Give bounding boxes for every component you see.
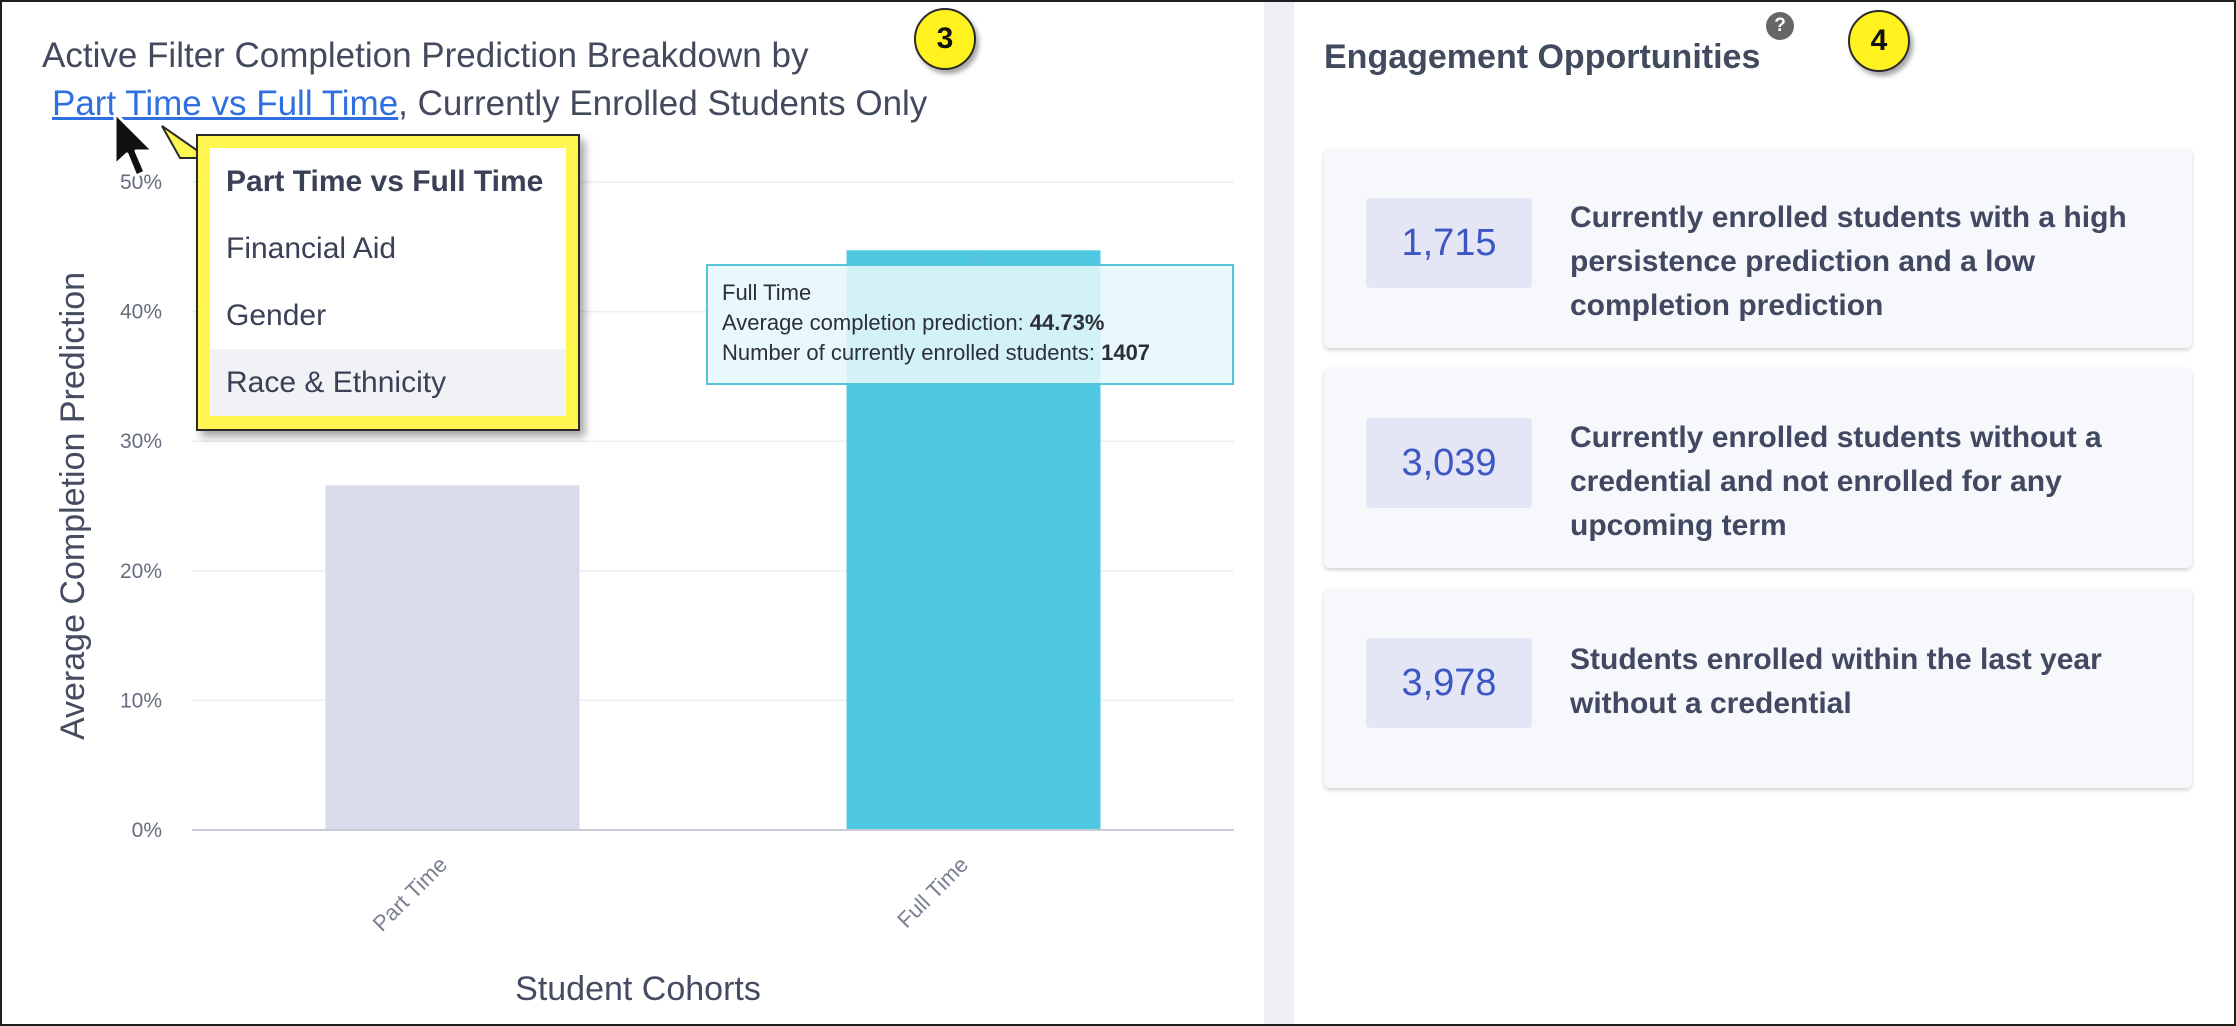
breakdown-dropdown: Part Time vs Full Time Financial Aid Gen… — [196, 134, 580, 431]
completion-breakdown-panel: Active Filter Completion Prediction Brea… — [2, 2, 1264, 1024]
tooltip-arrow — [967, 254, 989, 265]
tooltip-line-prediction: Average completion prediction: 44.73% — [722, 308, 1218, 338]
dropdown-item-race-ethnicity[interactable]: Race & Ethnicity — [210, 349, 566, 416]
tooltip-prediction-label: Average completion prediction: — [722, 310, 1024, 335]
engagement-card[interactable]: 1,715 Currently enrolled students with a… — [1324, 148, 2192, 348]
card-count: 1,715 — [1366, 198, 1532, 288]
engagement-title: Engagement Opportunities — [1324, 38, 1761, 76]
chart-title-line-2: Part Time vs Full Time, Currently Enroll… — [52, 84, 927, 124]
panel-divider — [1264, 2, 1294, 1024]
dropdown-item-part-time-vs-full-time[interactable]: Part Time vs Full Time — [226, 165, 544, 198]
bar-part-time — [325, 485, 580, 830]
mouse-pointer-icon — [113, 111, 155, 178]
y-tick-label: 10% — [120, 689, 162, 712]
tooltip-students-value: 1407 — [1101, 340, 1151, 365]
dropdown-item-financial-aid[interactable]: Financial Aid — [226, 232, 397, 265]
card-count: 3,978 — [1366, 638, 1532, 728]
x-category-label: Part Time — [368, 852, 452, 936]
tooltip-title: Full Time — [722, 280, 812, 305]
dropdown-item-gender[interactable]: Gender — [226, 299, 327, 332]
y-tick-label: 40% — [120, 301, 162, 324]
tooltip-students-label: Number of currently enrolled students: — [722, 340, 1095, 365]
question-mark-icon[interactable]: ? — [1766, 12, 1794, 40]
card-description: Students enrolled within the last year w… — [1570, 643, 2102, 720]
chart-title-suffix: , Currently Enrolled Students Only — [398, 84, 928, 123]
y-tick-label: 0% — [132, 819, 162, 842]
callout-badge-4: 4 — [1848, 10, 1910, 72]
dropdown-menu: Part Time vs Full Time Financial Aid Gen… — [210, 148, 566, 416]
breakdown-filter-link[interactable]: Part Time vs Full Time — [52, 84, 399, 123]
engagement-opportunities-panel: Engagement Opportunities ? 4 1,715 Curre… — [1294, 2, 2234, 1024]
chart-title-line-1: Active Filter Completion Prediction Brea… — [42, 36, 809, 75]
x-axis-title: Student Cohorts — [515, 970, 761, 1008]
x-category-label: Full Time — [892, 852, 973, 933]
engagement-card[interactable]: 3,978 Students enrolled within the last … — [1324, 588, 2192, 788]
card-description: Currently enrolled students without a cr… — [1570, 421, 2102, 542]
y-axis-title: Average Completion Prediction — [54, 272, 92, 740]
bar-tooltip: Full Time Average completion prediction:… — [706, 264, 1234, 385]
card-description: Currently enrolled students with a high … — [1570, 201, 2127, 322]
y-tick-label: 50% — [120, 171, 162, 194]
y-tick-label: 30% — [120, 430, 162, 453]
tooltip-prediction-value: 44.73% — [1029, 310, 1105, 335]
card-count: 3,039 — [1366, 418, 1532, 508]
callout-badge-3: 3 — [914, 8, 976, 70]
engagement-card[interactable]: 3,039 Currently enrolled students withou… — [1324, 368, 2192, 568]
y-tick-label: 20% — [120, 560, 162, 583]
tooltip-line-students: Number of currently enrolled students: 1… — [722, 338, 1218, 368]
